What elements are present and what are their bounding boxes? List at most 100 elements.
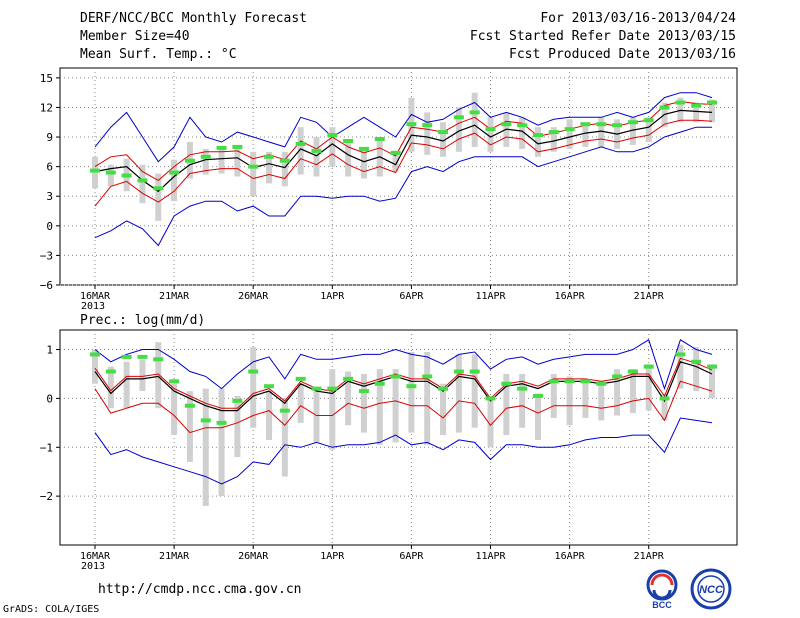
temp-observed-mark [453,115,464,120]
prec-xtick-label: 21MAR [159,551,190,562]
temp-observed-mark [311,148,322,153]
prec-box [645,364,652,411]
temp-observed-mark [548,130,559,135]
temp-ensemble_mean-line [94,109,713,193]
prec-box [598,381,605,421]
temp-observed-mark [564,127,575,132]
temp-box [218,146,225,174]
temp-observed-mark [422,123,433,128]
bcc-logo-text: BCC [652,600,672,610]
prec-observed-mark [374,381,385,386]
prec-observed-mark [485,396,496,401]
prec-box [376,369,383,445]
prec-observed-mark [200,418,211,423]
temp-observed-mark [105,170,116,175]
prec-observed-mark [184,403,195,408]
prec-box [471,354,478,428]
prec-ytick-label: 0 [46,392,53,405]
prec-observed-mark [659,396,670,401]
prec-ytick-label: −1 [40,441,53,454]
prec-box [92,349,98,384]
prec-box [250,347,257,428]
prec-observed-mark [264,384,275,389]
temp-observed-mark [580,122,591,127]
prec-observed-mark [564,379,575,384]
prec-observed-mark [517,386,528,391]
prec-box [107,366,114,409]
prec-xtick-label: 11APR [475,551,506,562]
prec-box [139,359,146,392]
prec-variable-label: Prec.: log(mm/d) [80,313,205,328]
prec-box [297,383,304,423]
prec-box [661,393,668,421]
temp-box [234,144,241,177]
temp-box [693,102,700,123]
prec-xtick-label: 16MAR [80,551,111,562]
prec-year-label: 2013 [81,561,105,572]
prec-observed-mark [422,374,433,379]
temp-box [171,159,178,202]
prec-box [629,369,636,414]
temp-observed-mark [90,168,100,173]
temp-ytick-label: 3 [46,190,53,203]
temp-box [629,117,636,145]
temp-observed-mark [517,123,528,128]
prec-observed-mark [596,381,607,386]
prec-box [566,376,573,426]
temp-observed-mark [216,145,227,150]
temp-box [360,146,367,179]
prec-box [534,393,541,440]
prec-box [440,383,447,436]
chart-title: DERF/NCC/BCC Monthly Forecast [80,11,307,26]
temp-box [709,99,715,123]
temp-observed-mark [200,154,211,159]
temp-observed-mark [169,170,180,175]
prec-box [550,373,557,418]
prec-observed-mark [90,352,100,357]
prec-box [677,344,684,389]
temp-observed-mark [279,158,290,163]
temp-observed-mark [675,100,686,105]
top-variable-label: Mean Surf. Temp.: °C [80,47,237,62]
prec-observed-mark [707,364,717,369]
temp-observed-mark [469,110,480,115]
temp-xtick-label: 6APR [399,291,424,302]
temp-box [471,92,478,147]
prec-box [519,373,526,428]
prec-observed-mark [169,379,180,384]
temp-observed-mark [121,173,132,178]
prec-box [614,369,621,416]
temp-observed-mark [406,122,417,127]
prec-xtick-label: 21APR [634,551,665,562]
temp-observed-mark [390,150,401,155]
temp-box [392,151,399,172]
temp-box [155,173,162,221]
temp-year-label: 2013 [81,301,105,312]
prec-observed-mark [406,384,417,389]
temp-box [487,117,494,152]
temp-member_max-line [94,92,713,163]
temp-observed-mark [264,154,275,159]
prec-observed-mark [643,364,654,369]
temp-observed-mark [248,164,259,169]
temp-observed-mark [358,146,369,151]
forecast-period: For 2013/03/16-2013/04/24 [540,11,736,26]
temp-observed-mark [659,105,670,110]
prec-observed-mark [248,369,259,374]
temp-box [345,141,352,177]
prec-box [329,369,336,450]
prec-observed-mark [121,354,132,359]
prec-box [455,354,462,433]
temp-observed-mark [612,123,623,128]
temp-ytick-label: −6 [40,279,53,292]
temp-xtick-label: 21APR [634,291,665,302]
prec-box [155,342,162,409]
temp-box [202,148,209,175]
temp-xtick-label: 1APR [320,291,345,302]
prec-box [281,398,288,477]
source-url[interactable]: http://cmdp.ncc.cma.gov.cn [98,582,302,597]
prec-observed-mark [358,389,369,394]
prec-observed-mark [295,376,306,381]
prec-member_min-line [94,417,713,485]
prec-xtick-label: 26MAR [238,551,269,562]
